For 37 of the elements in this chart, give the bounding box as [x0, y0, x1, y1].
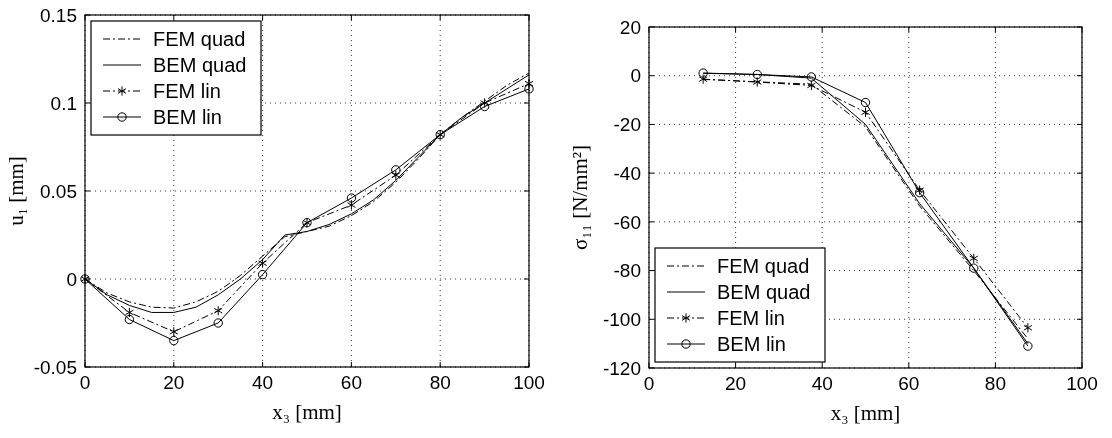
y-tick-label: 0.05 [40, 180, 77, 202]
x-axis-title: x₃ [mm] [272, 400, 342, 424]
y-tick-label: -40 [613, 162, 641, 184]
y-tick-label: 20 [619, 16, 641, 38]
x-tick-label: 40 [252, 372, 274, 393]
x-tick-label: 100 [513, 372, 545, 393]
x-tick-label: 0 [79, 372, 91, 393]
legend-label: FEM lin [717, 307, 785, 329]
legend-label: BEM lin [717, 333, 786, 355]
x-tick-label: 100 [1066, 373, 1098, 394]
y-tick-label: -80 [613, 260, 641, 282]
y-tick-label: -0.05 [33, 356, 77, 378]
y-tick-label: -120 [602, 357, 641, 379]
x-tick-label: 80 [429, 372, 451, 393]
legend-label: FEM quad [153, 28, 246, 50]
x-tick-label: 60 [340, 372, 362, 393]
x-tick-label: 60 [898, 373, 920, 394]
y-tick-label: -60 [613, 211, 641, 233]
y-tick-label: 0 [630, 65, 641, 87]
legend-label: FEM lin [153, 80, 221, 102]
legend-label: BEM quad [153, 54, 247, 76]
y-tick-label: -100 [602, 308, 641, 330]
y-tick-label: 0 [66, 268, 77, 290]
y-axis-title: u₁ [mm] [4, 156, 28, 226]
y-tick-label: -20 [613, 114, 641, 136]
y-tick-label: 0.1 [50, 92, 77, 114]
legend-label: BEM quad [717, 281, 811, 303]
x-tick-label: 80 [984, 373, 1006, 394]
y-tick-label: 0.15 [40, 4, 77, 26]
x-tick-label: 0 [643, 373, 655, 394]
legend-label: FEM quad [717, 255, 810, 277]
x-tick-label: 20 [163, 372, 185, 393]
legend-label: BEM lin [153, 106, 222, 128]
x-axis-title: x₃ [mm] [830, 401, 901, 425]
x-tick-label: 20 [725, 373, 747, 394]
x-tick-label: 40 [811, 373, 833, 394]
y-axis-title: σ₁₁ [N/mm²] [568, 144, 592, 251]
